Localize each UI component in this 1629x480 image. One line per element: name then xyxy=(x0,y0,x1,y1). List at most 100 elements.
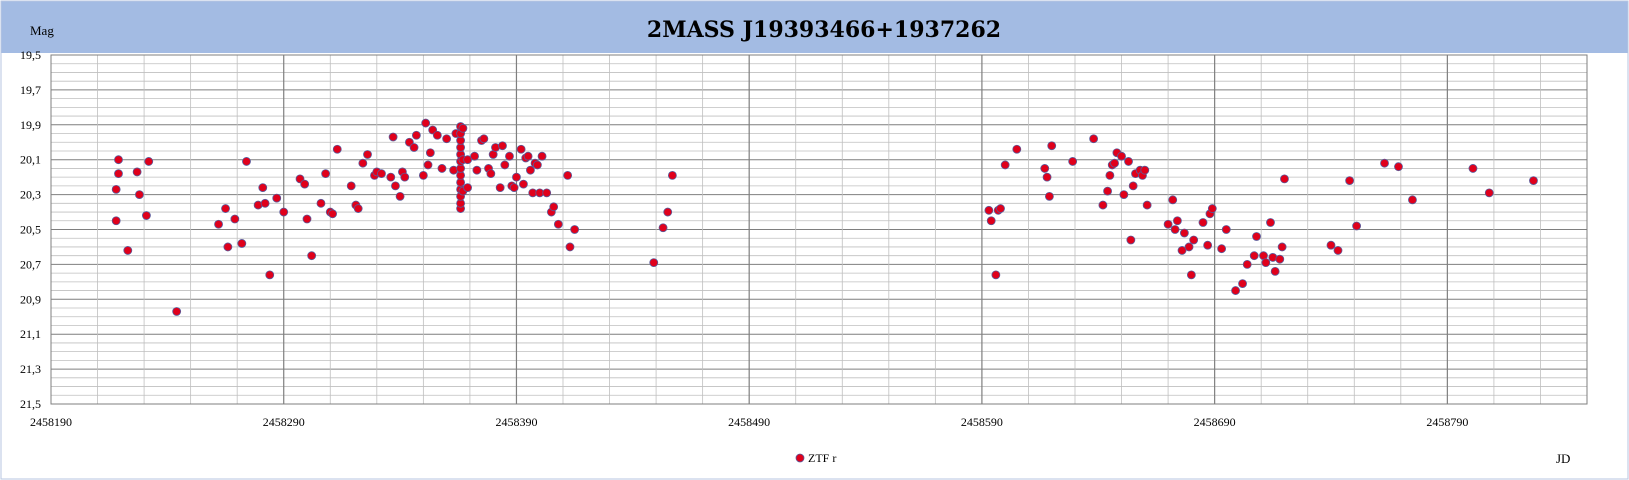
data-point xyxy=(1277,242,1287,252)
data-point xyxy=(1221,225,1231,234)
data-point xyxy=(570,225,580,234)
data-point xyxy=(1217,244,1227,254)
data-point xyxy=(463,155,472,165)
data-point xyxy=(537,151,547,161)
data-point xyxy=(123,246,133,255)
y-tick-label: 20,5 xyxy=(20,223,41,237)
data-point xyxy=(1270,266,1280,276)
data-point xyxy=(1163,219,1173,229)
data-point xyxy=(1345,176,1355,186)
data-point xyxy=(1124,157,1133,166)
data-point xyxy=(307,251,317,261)
data-point xyxy=(242,157,251,166)
data-point xyxy=(300,179,310,189)
data-point xyxy=(1189,235,1199,245)
data-point xyxy=(1068,157,1078,166)
data-point xyxy=(991,270,1001,280)
data-point xyxy=(1231,286,1240,295)
data-point xyxy=(135,190,144,200)
x-tick-label: 2458690 xyxy=(1194,415,1236,429)
data-point xyxy=(346,181,356,191)
data-point xyxy=(1326,240,1336,250)
data-point xyxy=(363,150,372,159)
x-tick-label: 2458290 xyxy=(263,415,305,429)
data-point xyxy=(663,207,673,217)
data-point xyxy=(237,239,247,248)
data-point xyxy=(421,118,431,128)
data-point xyxy=(533,160,542,170)
data-point xyxy=(1119,190,1129,200)
data-point xyxy=(1280,174,1289,184)
data-point xyxy=(1040,164,1050,173)
data-point xyxy=(111,216,121,226)
data-point xyxy=(565,242,575,252)
data-point xyxy=(1184,242,1194,252)
y-tick-label: 21,1 xyxy=(20,327,41,341)
data-point xyxy=(519,179,528,189)
data-point xyxy=(549,202,559,212)
data-point xyxy=(1529,176,1538,186)
data-point xyxy=(1394,162,1403,172)
data-point xyxy=(302,214,312,224)
data-point xyxy=(1047,141,1057,151)
data-point xyxy=(316,198,326,208)
y-axis-title: Mag xyxy=(30,23,54,38)
data-point xyxy=(353,204,363,213)
y-tick-label: 19,7 xyxy=(20,83,41,97)
data-point xyxy=(1177,246,1187,255)
data-point xyxy=(1105,171,1115,180)
y-tick-label: 19,5 xyxy=(20,48,41,62)
legend-label: ZTF r xyxy=(808,451,836,465)
data-point xyxy=(1012,144,1022,154)
data-point xyxy=(1238,279,1247,288)
data-point xyxy=(332,144,342,154)
data-point xyxy=(265,270,275,280)
x-tick-label: 2458790 xyxy=(1426,415,1468,429)
data-point xyxy=(1103,186,1112,196)
data-point xyxy=(142,211,151,220)
data-point xyxy=(526,165,535,175)
x-axis-title: JD xyxy=(1556,451,1570,466)
data-point xyxy=(458,123,468,133)
y-tick-label: 20,3 xyxy=(20,188,41,202)
data-point xyxy=(516,144,526,154)
data-point xyxy=(386,172,396,182)
data-point xyxy=(505,151,514,161)
data-point xyxy=(479,134,489,144)
data-point xyxy=(409,143,419,152)
data-point xyxy=(542,188,552,198)
data-point xyxy=(321,169,331,179)
data-point xyxy=(996,204,1005,213)
y-tick-label: 21,5 xyxy=(20,397,41,411)
data-point xyxy=(1140,165,1150,175)
data-point xyxy=(1000,160,1010,170)
data-point xyxy=(984,205,994,215)
y-tick-label: 20,9 xyxy=(20,292,41,306)
data-point xyxy=(230,214,240,224)
data-point xyxy=(463,183,472,193)
data-point xyxy=(358,158,368,168)
data-point xyxy=(1207,204,1217,213)
plot-border xyxy=(50,54,1588,405)
data-point xyxy=(214,219,223,229)
plot-area: 19,5 19,7 19,9 20,1 20,3 20,5 20,7 20,9 21,1 21,3… xyxy=(20,48,1588,429)
data-point xyxy=(328,209,338,219)
data-point xyxy=(1168,195,1178,205)
data-point xyxy=(1045,191,1054,201)
data-point xyxy=(144,157,154,166)
data-point xyxy=(114,155,123,165)
data-point xyxy=(1275,254,1285,264)
x-tick-label: 2458590 xyxy=(961,415,1003,429)
data-point xyxy=(432,130,442,140)
data-point xyxy=(649,258,659,268)
data-point xyxy=(509,183,519,193)
data-point xyxy=(1042,172,1052,182)
data-point xyxy=(132,167,142,177)
data-point xyxy=(658,223,668,233)
y-tick-label: 21,3 xyxy=(20,362,41,376)
data-point xyxy=(1484,188,1494,198)
data-point xyxy=(377,169,386,179)
y-tick-label: 19,9 xyxy=(20,118,41,132)
